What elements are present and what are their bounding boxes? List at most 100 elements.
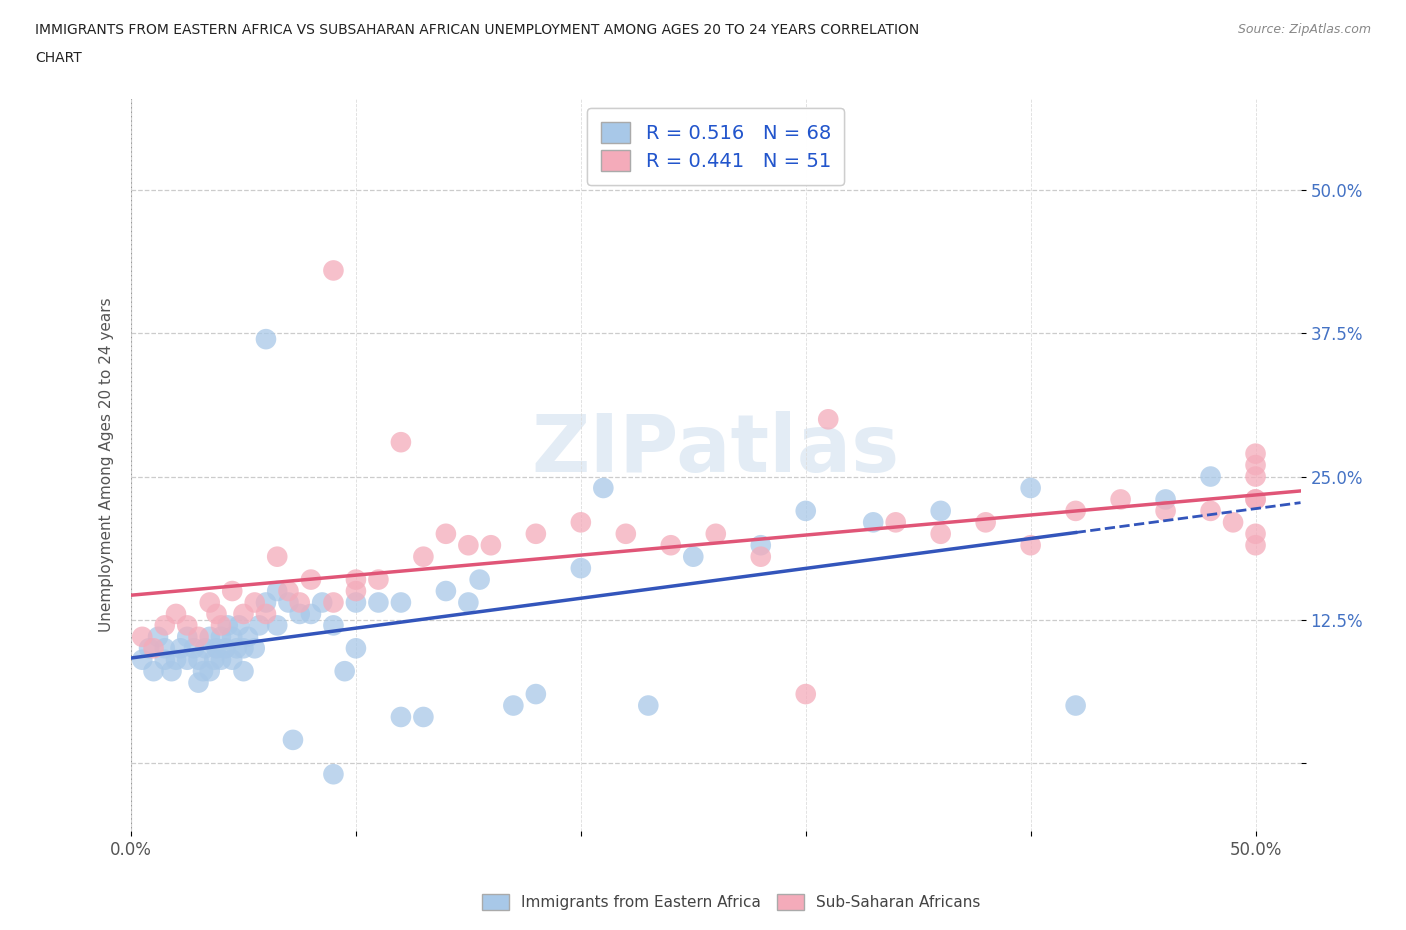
Point: [221, 584, 243, 599]
Point: [214, 641, 236, 656]
Point: [232, 664, 254, 679]
Point: [794, 503, 817, 518]
Point: [160, 664, 183, 679]
Point: [299, 606, 322, 621]
Point: [322, 618, 344, 632]
Point: [457, 538, 479, 552]
Point: [468, 572, 491, 587]
Point: [1244, 492, 1267, 507]
Point: [131, 630, 153, 644]
Point: [592, 481, 614, 496]
Point: [524, 526, 547, 541]
Point: [153, 652, 176, 667]
Point: [138, 641, 160, 656]
Point: [659, 538, 682, 552]
Point: [1244, 446, 1267, 461]
Point: [176, 652, 198, 667]
Point: [884, 515, 907, 530]
Point: [322, 767, 344, 782]
Point: [254, 332, 277, 347]
Text: IMMIGRANTS FROM EASTERN AFRICA VS SUBSAHARAN AFRICAN UNEMPLOYMENT AMONG AGES 20 : IMMIGRANTS FROM EASTERN AFRICA VS SUBSAH…: [35, 23, 920, 37]
Point: [389, 595, 412, 610]
Point: [1244, 538, 1267, 552]
Point: [704, 526, 727, 541]
Point: [367, 595, 389, 610]
Point: [367, 572, 389, 587]
Text: ZIPatlas: ZIPatlas: [531, 411, 900, 489]
Point: [281, 733, 304, 748]
Point: [333, 664, 356, 679]
Point: [205, 606, 228, 621]
Text: CHART: CHART: [35, 51, 82, 65]
Point: [569, 515, 592, 530]
Point: [1019, 481, 1042, 496]
Point: [1019, 538, 1042, 552]
Point: [1244, 458, 1267, 472]
Point: [176, 630, 198, 644]
Point: [614, 526, 637, 541]
Point: [209, 630, 232, 644]
Point: [254, 606, 277, 621]
Point: [266, 584, 288, 599]
Legend: Immigrants from Eastern Africa, Sub-Saharan Africans: Immigrants from Eastern Africa, Sub-Saha…: [474, 886, 988, 918]
Point: [209, 652, 232, 667]
Point: [1154, 503, 1177, 518]
Point: [344, 595, 367, 610]
Point: [202, 652, 225, 667]
Point: [247, 618, 270, 632]
Point: [344, 641, 367, 656]
Point: [232, 641, 254, 656]
Point: [243, 595, 266, 610]
Point: [131, 652, 153, 667]
Point: [236, 630, 259, 644]
Point: [228, 618, 250, 632]
Point: [311, 595, 333, 610]
Point: [344, 572, 367, 587]
Text: Source: ZipAtlas.com: Source: ZipAtlas.com: [1237, 23, 1371, 36]
Point: [187, 675, 209, 690]
Point: [221, 652, 243, 667]
Point: [817, 412, 839, 427]
Point: [142, 641, 165, 656]
Point: [974, 515, 997, 530]
Point: [169, 641, 191, 656]
Point: [277, 584, 299, 599]
Point: [288, 595, 311, 610]
Point: [198, 595, 221, 610]
Point: [389, 434, 412, 449]
Point: [153, 618, 176, 632]
Y-axis label: Unemployment Among Ages 20 to 24 years: Unemployment Among Ages 20 to 24 years: [100, 298, 114, 632]
Point: [266, 550, 288, 565]
Point: [1154, 492, 1177, 507]
Point: [682, 550, 704, 565]
Point: [217, 618, 239, 632]
Point: [524, 686, 547, 701]
Point: [205, 641, 228, 656]
Point: [232, 606, 254, 621]
Point: [929, 526, 952, 541]
Point: [142, 664, 165, 679]
Point: [176, 618, 198, 632]
Point: [187, 630, 209, 644]
Point: [153, 641, 176, 656]
Point: [389, 710, 412, 724]
Point: [288, 606, 311, 621]
Point: [1222, 515, 1244, 530]
Point: [225, 641, 247, 656]
Point: [299, 572, 322, 587]
Point: [322, 595, 344, 610]
Point: [344, 584, 367, 599]
Point: [434, 526, 457, 541]
Point: [209, 618, 232, 632]
Point: [457, 595, 479, 610]
Point: [1109, 492, 1132, 507]
Point: [794, 686, 817, 701]
Point: [146, 630, 169, 644]
Point: [191, 664, 214, 679]
Point: [1064, 698, 1087, 713]
Point: [502, 698, 524, 713]
Point: [1244, 526, 1267, 541]
Point: [434, 584, 457, 599]
Point: [1064, 503, 1087, 518]
Point: [221, 630, 243, 644]
